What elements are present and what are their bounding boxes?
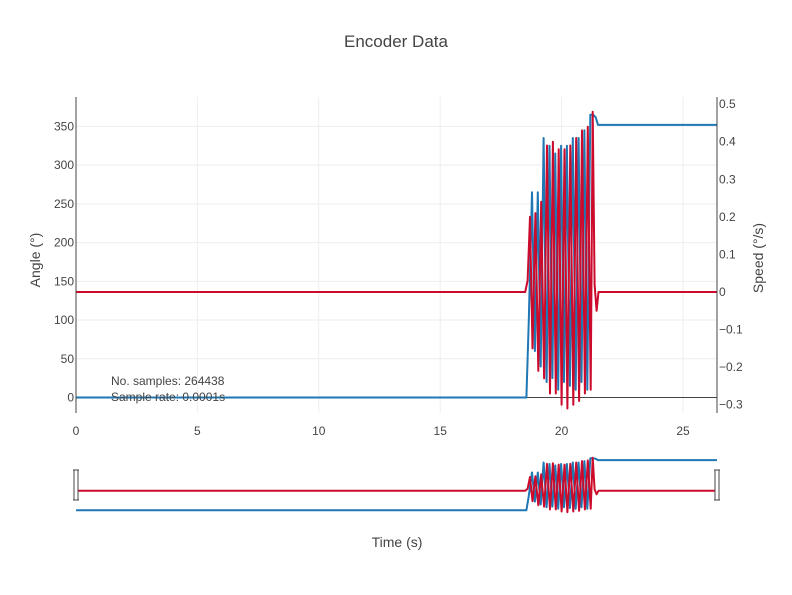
y2-tick-label: −0.3 bbox=[719, 398, 743, 412]
y2-tick-label: 0.5 bbox=[719, 97, 736, 111]
x-tick-label: 0 bbox=[73, 424, 80, 438]
x-tick-label: 10 bbox=[312, 424, 326, 438]
range-slider-right-handle[interactable] bbox=[714, 469, 720, 501]
y-axis-title: Angle (°) bbox=[27, 233, 43, 288]
x-axis-title: Time (s) bbox=[372, 534, 423, 550]
range-slider-series-2 bbox=[76, 456, 717, 514]
y-tick-label: 150 bbox=[54, 274, 74, 288]
axes: 0 5 10 15 20 25050100150200250300350−0.3−0.2−… bbox=[54, 97, 743, 438]
x-tick-label: 25 bbox=[676, 424, 690, 438]
y-tick-label: 200 bbox=[54, 236, 74, 250]
x-tick-label: 5 bbox=[194, 424, 201, 438]
y-tick-label: 0 bbox=[67, 391, 74, 405]
series-line-2 bbox=[76, 110, 717, 410]
y2-tick-label: 0.4 bbox=[719, 135, 736, 149]
range-slider-background bbox=[76, 453, 717, 515]
annotation-sample-rate: Sample rate: 0.0001s bbox=[111, 390, 225, 404]
x-tick-label: 20 bbox=[555, 424, 569, 438]
y-tick-label: 100 bbox=[54, 313, 74, 327]
series-line-1 bbox=[76, 113, 717, 399]
y-tick-label: 350 bbox=[54, 119, 74, 133]
range-slider[interactable] bbox=[73, 453, 720, 515]
y2-axis-title: Speed (°/s) bbox=[750, 223, 766, 293]
y-tick-label: 50 bbox=[61, 352, 75, 366]
y2-tick-label: 0.3 bbox=[719, 172, 736, 186]
y-tick-label: 300 bbox=[54, 158, 74, 172]
y2-tick-label: −0.1 bbox=[719, 323, 743, 337]
chart-title: Encoder Data bbox=[344, 32, 448, 51]
annotation-samples: No. samples: 264438 bbox=[111, 374, 225, 388]
y2-tick-label: 0.1 bbox=[719, 247, 736, 261]
y2-tick-label: 0.2 bbox=[719, 210, 736, 224]
y2-tick-label: −0.2 bbox=[719, 360, 743, 374]
grid bbox=[76, 97, 717, 413]
y2-tick-label: 0 bbox=[719, 285, 726, 299]
range-slider-left-handle[interactable] bbox=[73, 469, 79, 501]
x-tick-label: 15 bbox=[434, 424, 448, 438]
plot-area[interactable] bbox=[76, 110, 717, 410]
y-tick-label: 250 bbox=[54, 197, 74, 211]
